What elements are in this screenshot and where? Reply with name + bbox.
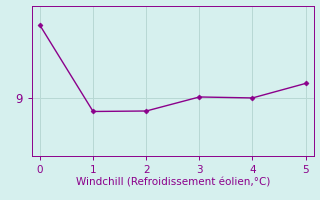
- X-axis label: Windchill (Refroidissement éolien,°C): Windchill (Refroidissement éolien,°C): [76, 178, 270, 188]
